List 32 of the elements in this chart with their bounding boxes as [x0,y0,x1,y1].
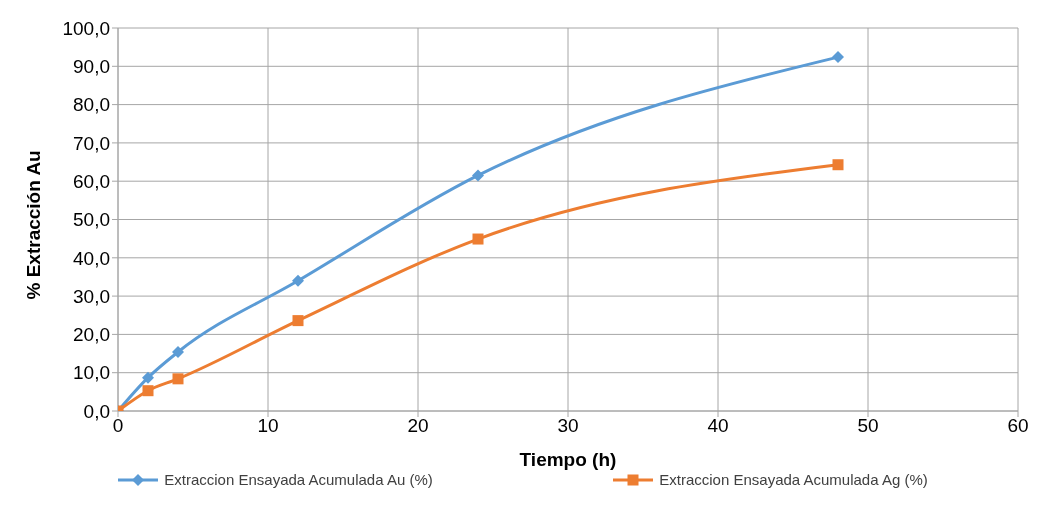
point [142,385,154,397]
point [142,371,154,384]
y-tick-label: 70,0 [73,132,110,154]
point [832,51,844,64]
x-tick-label: 40 [707,415,729,437]
y-tick-label: 50,0 [73,209,110,231]
legend-label: Extraccion Ensayada Acumulada Au (%) [164,471,433,488]
x-tick-label: 20 [407,415,429,437]
x-tick-label: 10 [257,415,279,437]
y-axis-title: % Extracción Au [22,150,44,300]
y-tick-label: 80,0 [73,94,110,116]
point [172,346,184,359]
y-tick-label: 10,0 [73,362,110,384]
point [172,373,184,385]
x-tick-label: 0 [112,415,124,437]
x-tick-label: 50 [857,415,879,437]
y-tick-label: 40,0 [73,247,110,269]
y-tick-label: 90,0 [73,56,110,78]
point [472,233,484,245]
point [292,274,304,287]
point [292,315,304,327]
y-tick-label: 60,0 [73,170,110,192]
legend-label: Extraccion Ensayada Acumulada Ag (%) [659,471,928,488]
point [472,169,484,182]
y-tick-label: 100,0 [62,17,110,39]
point [832,159,844,171]
y-tick-label: 20,0 [73,324,110,346]
x-tick-label: 30 [557,415,579,437]
y-tick-label: 30,0 [73,285,110,307]
x-tick-label: 60 [1007,415,1029,437]
y-tick-label: 0,0 [83,400,110,422]
x-axis-title: Tiempo (h) [519,449,617,470]
